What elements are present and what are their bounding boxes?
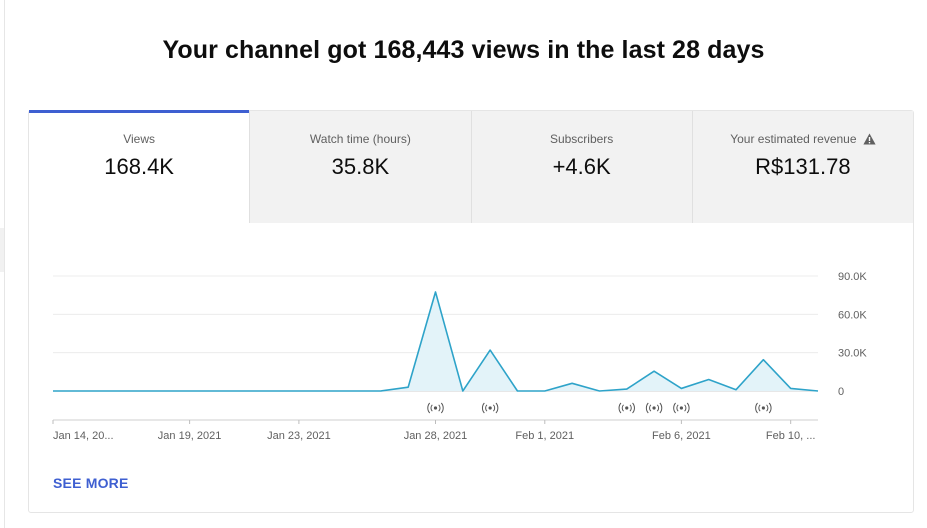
metric-tabs: Views 168.4K Watch time (hours) 35.8K Su… bbox=[29, 110, 913, 223]
data-point-13 bbox=[407, 386, 409, 388]
tab-subscribers[interactable]: Subscribers +4.6K bbox=[470, 111, 692, 223]
tab-subscribers-value: +4.6K bbox=[552, 154, 611, 179]
data-point-6 bbox=[216, 390, 218, 392]
tab-revenue-label: Your estimated revenue bbox=[730, 132, 857, 146]
broadcast-icon bbox=[482, 402, 499, 414]
tab-views-value: 168.4K bbox=[104, 154, 174, 179]
data-point-17 bbox=[516, 390, 518, 392]
data-point-22 bbox=[653, 370, 655, 372]
data-point-27 bbox=[790, 387, 792, 389]
data-point-19 bbox=[571, 382, 573, 384]
tab-subscribers-label: Subscribers bbox=[549, 132, 614, 146]
data-point-11 bbox=[353, 390, 355, 392]
data-point-18 bbox=[544, 390, 546, 392]
broadcast-icon bbox=[618, 402, 635, 414]
x-tick-label-3: Jan 28, 2021 bbox=[404, 430, 468, 442]
data-point-23 bbox=[680, 387, 682, 389]
y-tick-label-1: 60.0K bbox=[838, 309, 867, 321]
see-more-link[interactable]: SEE MORE bbox=[53, 475, 129, 491]
x-tick-label-4: Feb 1, 2021 bbox=[515, 430, 574, 442]
series-line bbox=[53, 291, 819, 392]
data-point-24 bbox=[708, 379, 710, 381]
series-area bbox=[53, 291, 818, 391]
x-tick-label-2: Jan 23, 2021 bbox=[267, 430, 331, 442]
broadcast-icon bbox=[645, 402, 663, 414]
data-point-3 bbox=[134, 390, 136, 392]
data-point-7 bbox=[243, 390, 245, 392]
x-tick-label-1: Jan 19, 2021 bbox=[158, 430, 222, 442]
data-point-2 bbox=[107, 390, 109, 392]
data-point-25 bbox=[735, 389, 737, 391]
data-point-10 bbox=[325, 390, 327, 392]
tab-revenue-value: R$131.78 bbox=[755, 154, 851, 179]
data-point-14 bbox=[435, 291, 437, 293]
data-point-9 bbox=[298, 390, 300, 392]
data-point-1 bbox=[79, 390, 81, 392]
broadcast-icon bbox=[755, 402, 772, 414]
tab-watch-time[interactable]: Watch time (hours) 35.8K bbox=[249, 111, 471, 223]
data-point-5 bbox=[189, 390, 191, 392]
data-point-15 bbox=[462, 390, 464, 392]
y-tick-label-0: 90.0K bbox=[838, 271, 867, 283]
data-point-8 bbox=[271, 390, 273, 392]
tab-views[interactable]: Views 168.4K bbox=[29, 110, 250, 223]
y-tick-label-3: 0 bbox=[838, 386, 844, 398]
tab-watch-time-value: 35.8K bbox=[331, 154, 390, 179]
x-tick-label-5: Feb 6, 2021 bbox=[652, 430, 711, 442]
data-point-20 bbox=[598, 390, 600, 392]
left-edge-divider bbox=[4, 0, 5, 528]
left-edge-notch bbox=[0, 228, 4, 272]
tab-revenue[interactable]: Your estimated revenue R$131.78 bbox=[691, 111, 913, 223]
warning-icon[interactable] bbox=[862, 133, 876, 145]
y-tick-label-2: 30.0K bbox=[838, 348, 867, 360]
tab-watch-time-label: Watch time (hours) bbox=[309, 132, 411, 146]
analytics-card: Views 168.4K Watch time (hours) 35.8K Su… bbox=[28, 110, 914, 513]
broadcast-icon bbox=[673, 402, 690, 414]
views-chart: 90.0K 60.0K 30.0K 0 Jan 14, 20... Jan 19, 202… bbox=[52, 271, 867, 442]
x-tick-label-0: Jan 14, 20... bbox=[53, 430, 114, 442]
tab-revenue-label-row: Your estimated revenue bbox=[693, 132, 913, 146]
data-point-21 bbox=[626, 388, 628, 390]
data-point-4 bbox=[161, 390, 163, 392]
data-point-26 bbox=[762, 359, 764, 361]
broadcast-icon bbox=[427, 402, 444, 414]
tab-views-label: Views bbox=[123, 132, 156, 146]
page-headline: Your channel got 168,443 views in the la… bbox=[162, 36, 765, 64]
data-point-16 bbox=[489, 349, 491, 351]
data-point-28 bbox=[817, 390, 819, 392]
data-point-0 bbox=[52, 390, 54, 392]
x-tick-label-6: Feb 10, ... bbox=[766, 430, 816, 442]
data-point-12 bbox=[380, 390, 382, 392]
